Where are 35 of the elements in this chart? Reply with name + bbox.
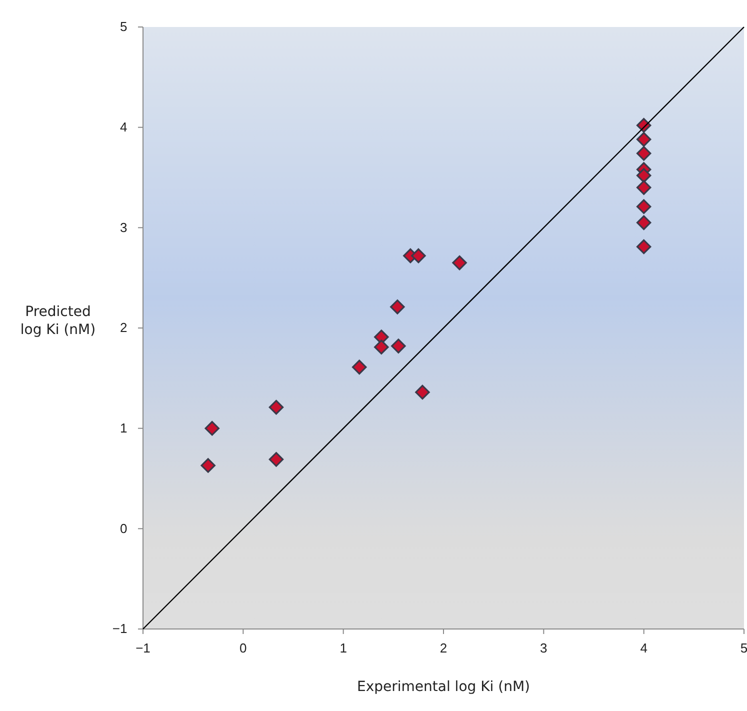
y-tick-label: 1 bbox=[120, 420, 128, 436]
point bbox=[200, 458, 216, 473]
point bbox=[391, 338, 406, 354]
point bbox=[636, 168, 652, 183]
point bbox=[636, 180, 652, 195]
point bbox=[452, 255, 467, 270]
point bbox=[268, 400, 284, 415]
point bbox=[415, 384, 430, 400]
x-tick-label: 3 bbox=[540, 640, 548, 656]
x-tick-label: 1 bbox=[340, 640, 347, 656]
point bbox=[636, 239, 652, 254]
point bbox=[374, 340, 389, 354]
point bbox=[204, 420, 220, 436]
point bbox=[636, 199, 652, 214]
point bbox=[352, 360, 367, 374]
y-axis-title: Predicted log Ki (nM) bbox=[20, 304, 96, 338]
x-tick-label: 5 bbox=[740, 640, 747, 656]
y-tick-label: 0 bbox=[120, 520, 128, 536]
x-axis-title: Experimental log Ki (nM) bbox=[357, 679, 530, 695]
point bbox=[268, 452, 284, 467]
x-tick-label: −1 bbox=[136, 640, 150, 656]
x-tick-label: 4 bbox=[640, 640, 648, 656]
x-tick-label: 2 bbox=[440, 640, 448, 656]
y-tick-label: −1 bbox=[112, 621, 128, 636]
point bbox=[636, 132, 652, 147]
point bbox=[636, 146, 652, 161]
y-tick-label: 3 bbox=[120, 220, 128, 235]
point bbox=[411, 248, 426, 264]
point bbox=[374, 330, 389, 344]
point bbox=[636, 215, 652, 230]
y-tick-label: 4 bbox=[120, 119, 128, 134]
y-tick-label: 5 bbox=[120, 19, 128, 34]
x-tick-label: 0 bbox=[240, 640, 247, 656]
point bbox=[390, 300, 405, 314]
y-tick-label: 2 bbox=[120, 320, 128, 336]
